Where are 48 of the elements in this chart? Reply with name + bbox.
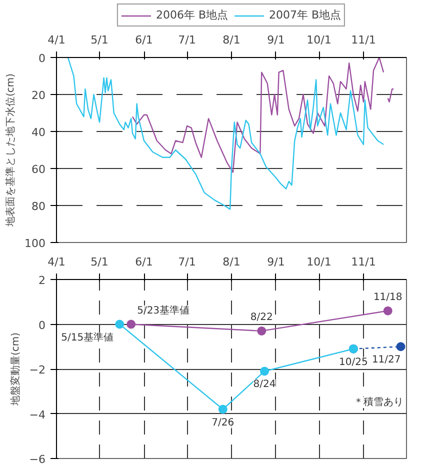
y-tick-label: 0 xyxy=(38,318,46,332)
y-tick-label: 100 xyxy=(24,237,46,250)
y-tick-label: −2 xyxy=(29,364,46,376)
y-tick-label: −6 xyxy=(29,453,46,466)
x-tick-label: 10/1 xyxy=(306,34,332,46)
y-tick-label: 60 xyxy=(32,163,46,176)
x-tick-label: 4/1 xyxy=(48,256,66,268)
annotation: 10/25 xyxy=(339,356,368,368)
point xyxy=(260,366,269,376)
point xyxy=(115,320,124,329)
x-tick-label: 9/1 xyxy=(267,34,285,46)
y-tick-label: 40 xyxy=(32,126,46,139)
y-tick-label: 2 xyxy=(38,274,46,287)
point xyxy=(126,320,136,329)
x-tick-label: 7/1 xyxy=(178,34,196,46)
annotation: ＊積雪あり xyxy=(354,396,404,408)
annotation: 5/23基準値 xyxy=(137,304,190,316)
annotation: 8/22 xyxy=(250,312,273,323)
x-tick-label: 7/1 xyxy=(178,256,196,268)
x-tick-label: 8/1 xyxy=(222,256,240,268)
x-tick-label: 11/1 xyxy=(351,34,376,46)
x-tick-label: 10/1 xyxy=(306,256,332,268)
x-tick-label: 6/1 xyxy=(135,256,153,268)
x-tick-label: 11/1 xyxy=(351,256,376,268)
line-series xyxy=(67,58,384,210)
x-tick-label: 5/1 xyxy=(90,256,108,268)
x-tick-label: 5/1 xyxy=(90,34,108,46)
legend-label: 2006年 B地点 xyxy=(156,8,228,22)
annotation: 11/18 xyxy=(373,292,402,303)
y-tick-label: −4 xyxy=(29,408,46,422)
x-tick-label: 6/1 xyxy=(135,34,153,46)
annotation: 7/26 xyxy=(212,417,234,428)
annotation: 8/24 xyxy=(253,379,276,390)
x-tick-label: 9/1 xyxy=(267,256,285,268)
y-tick-label: 20 xyxy=(32,89,46,102)
point xyxy=(383,306,392,316)
legend-label: 2007年 B地点 xyxy=(269,8,342,22)
annotation: 5/15基準値 xyxy=(61,331,114,344)
y-tick-label: 80 xyxy=(32,200,46,213)
y-tick-label: 0 xyxy=(38,52,46,65)
y-axis-title: 地表面を基準とした地下水位(cm) xyxy=(4,73,17,228)
point xyxy=(257,326,266,336)
x-tick-label: 4/1 xyxy=(48,34,66,46)
annotation: 11/27 xyxy=(372,354,401,366)
y-axis-title: 地盤変動量(cm) xyxy=(9,332,22,407)
x-tick-label: 8/1 xyxy=(222,34,240,46)
point xyxy=(396,342,406,352)
point xyxy=(218,404,228,414)
